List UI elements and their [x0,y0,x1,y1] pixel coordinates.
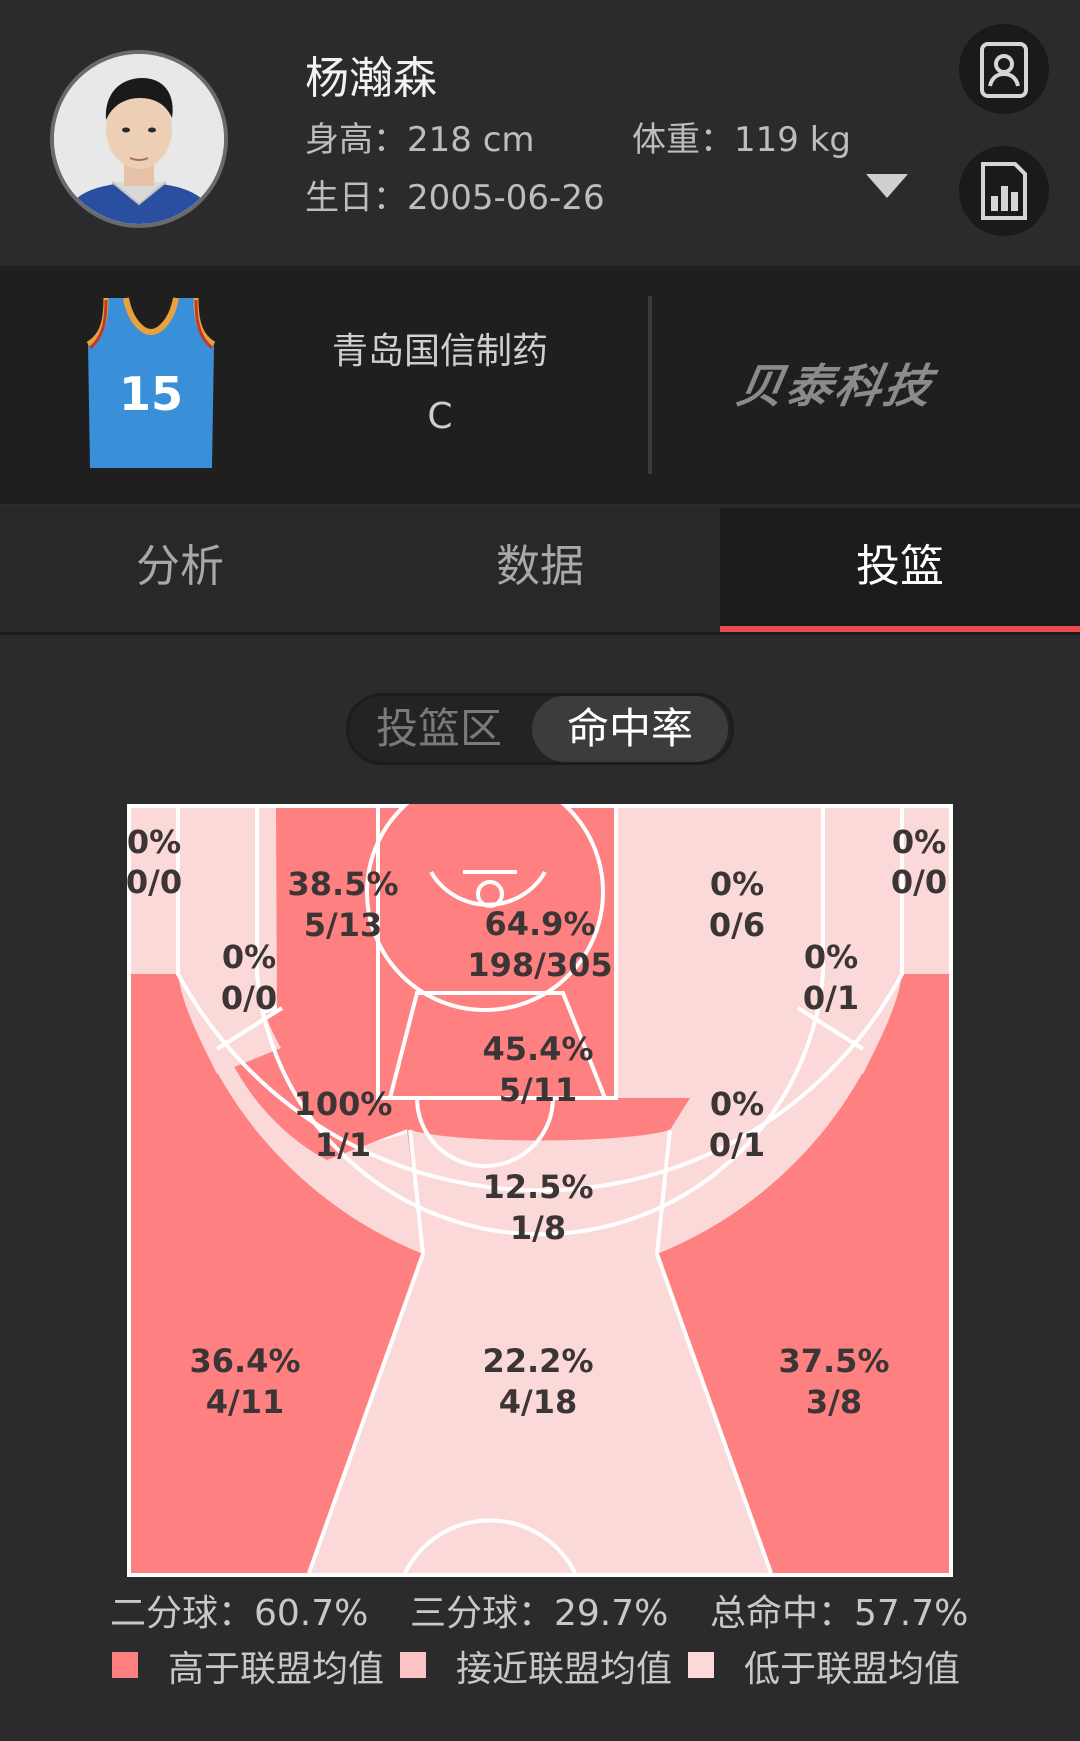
player-position: C [427,396,453,437]
overall-pct: 总命中：57.7% [710,1593,969,1634]
expand-details-icon[interactable] [866,174,908,198]
zone-label-left-corner-upper-pct: 0% [127,823,181,861]
shot-chart: 0% 0/0 38.5% 5/13 64.9% 198/305 0% 0/6 0… [127,804,953,1577]
zone-label-right-wing-mid-pct: 0% [710,1085,764,1123]
tab-analysis[interactable]: 分析 [136,541,224,592]
zone-left-three [131,974,423,1573]
zone-label-left-mid-high-made: 5/13 [304,906,382,944]
zone-top-key-mid [410,1116,670,1254]
team-name: 青岛国信制药 [331,331,548,372]
zone-right-corner-upper [902,808,949,974]
zone-label-restricted-area-pct: 64.9% [484,905,595,943]
tab-stats[interactable]: 数据 [496,541,584,592]
active-tab-indicator [720,626,1080,632]
toggle-shot-zones[interactable]: 投篮区 [375,704,502,753]
zone-label-left-corner-upper-made: 0/0 [127,863,182,901]
zone-paint [390,993,605,1098]
toggle-fg-percentage[interactable]: 命中率 [532,696,728,762]
zone-left-corner-upper [131,808,178,974]
court-lines [176,804,904,1574]
team-bar: 15 青岛国信制药 C 贝泰科技 [0,266,1080,504]
zone-label-right-baseline-mid-made: 0/1 [803,979,859,1017]
zone-label-left-baseline-mid-made: 0/0 [221,979,277,1017]
view-toggle: 投篮区 命中率 [346,693,734,765]
zone-label-right-three-pct: 37.5% [778,1342,889,1380]
jersey-icon: 15 [86,297,216,468]
zone-label-center-three-pct: 22.2% [482,1342,593,1380]
tab-bar-border [0,632,1080,635]
legend-swatch-above [112,1652,138,1678]
two-point-pct: 二分球：60.7% [110,1593,369,1634]
zone-label-top-key-mid-made: 1/8 [510,1209,566,1247]
player-birthday: 生日：2005-06-26 [305,178,605,218]
zone-label-right-mid-high-made: 0/6 [709,906,765,944]
zone-label-left-wing-mid-pct: 100% [294,1085,393,1123]
player-header: 杨瀚森 身高：218 cm 体重：119 kg 生日：2005-06-26 [0,0,1080,266]
profile-card-icon [980,42,1028,98]
zone-label-paint-pct: 45.4% [482,1030,593,1068]
three-point-pct: 三分球：29.7% [410,1593,669,1634]
player-weight: 体重：119 kg [632,120,851,160]
player-height: 身高：218 cm [305,120,535,160]
legend-label-above: 高于联盟均值 [168,1649,385,1690]
player-avatar [50,50,228,228]
zone-right-mid-high [604,808,809,1098]
brand-logo: 贝泰科技 [732,359,939,413]
zone-label-right-three-made: 3/8 [806,1383,862,1421]
divider [648,296,652,474]
zone-label-right-mid-high-pct: 0% [710,865,764,903]
zone-label-right-corner-upper-pct: 0% [892,823,946,861]
zone-label-right-baseline-mid-pct: 0% [804,938,858,976]
stats-report-icon [981,162,1027,220]
legend-label-near: 接近联盟均值 [456,1649,673,1690]
zone-label-restricted-area-made: 198/305 [467,946,612,984]
zone-lane-edge [390,1098,690,1141]
zone-label-left-three-pct: 36.4% [189,1342,300,1380]
zone-label-top-key-mid-pct: 12.5% [482,1168,593,1206]
zone-label-right-corner-upper-made: 0/0 [891,863,947,901]
stats-report-button[interactable] [959,146,1049,236]
color-legend: 高于联盟均值 接近联盟均值 低于联盟均值 [110,1640,980,1690]
zone-label-paint-made: 5/11 [499,1071,577,1109]
zone-label-left-mid-high-pct: 38.5% [287,865,398,903]
zone-right-three [657,974,949,1573]
tab-bar: 分析 数据 投篮 [0,508,1080,632]
zone-label-center-three-made: 4/18 [499,1383,577,1421]
zone-label-left-baseline-mid-pct: 0% [222,938,276,976]
jersey-number: 15 [119,367,183,421]
tab-shooting[interactable]: 投篮 [720,508,1080,632]
zone-label-left-wing-mid-made: 1/1 [315,1126,371,1164]
profile-card-button[interactable] [959,24,1049,114]
zone-label-right-wing-mid-made: 0/1 [709,1126,765,1164]
legend-label-below: 低于联盟均值 [744,1649,961,1690]
legend-swatch-below [688,1652,714,1678]
player-name: 杨瀚森 [305,53,437,104]
zone-label-left-three-made: 4/11 [206,1383,284,1421]
legend-swatch-near [400,1652,426,1678]
shooting-totals: 二分球：60.7% 三分球：29.7% 总命中：57.7% [110,1584,980,1634]
